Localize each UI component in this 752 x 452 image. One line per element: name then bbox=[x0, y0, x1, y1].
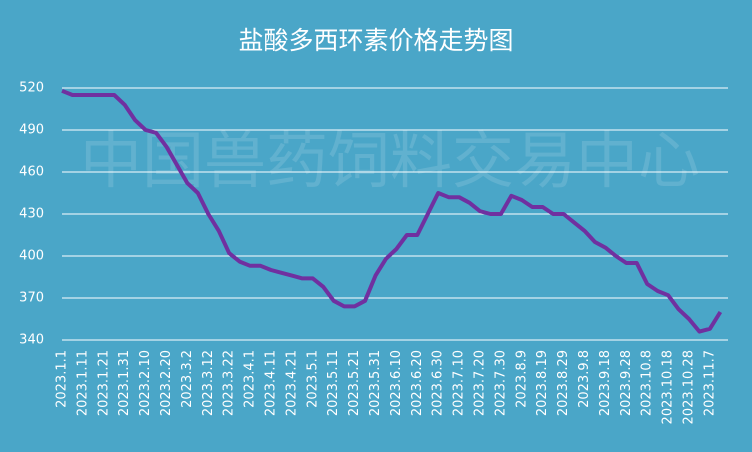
y-tick-label: 340 bbox=[19, 333, 44, 348]
x-tick-label: 2023.10.28 bbox=[682, 350, 697, 424]
y-tick-label: 460 bbox=[19, 165, 44, 180]
x-tick-label: 2023.3.12 bbox=[201, 350, 216, 416]
x-tick-label: 2023.8.9 bbox=[514, 350, 529, 408]
x-tick-label: 2023.1.11 bbox=[75, 350, 90, 416]
x-tick-label: 2023.9.8 bbox=[577, 350, 592, 408]
y-tick-label: 430 bbox=[19, 207, 44, 222]
x-tick-label: 2023.7.10 bbox=[452, 350, 467, 416]
x-tick-label: 2023.6.20 bbox=[410, 350, 425, 416]
x-tick-label: 2023.8.29 bbox=[556, 350, 571, 416]
x-tick-label: 2023.5.1 bbox=[305, 350, 320, 408]
x-tick-label: 2023.1.1 bbox=[55, 350, 70, 408]
x-tick-label: 2023.5.31 bbox=[368, 350, 383, 416]
x-tick-label: 2023.4.1 bbox=[243, 350, 258, 408]
x-tick-label: 2023.1.21 bbox=[96, 350, 111, 416]
y-tick-label: 400 bbox=[19, 249, 44, 264]
x-tick-label: 2023.5.11 bbox=[326, 350, 341, 416]
x-tick-label: 2023.7.30 bbox=[493, 350, 508, 416]
price-line bbox=[61, 88, 723, 334]
y-tick-label: 370 bbox=[19, 291, 44, 306]
x-tick-label: 2023.11.7 bbox=[702, 350, 717, 416]
x-tick-label: 2023.3.2 bbox=[180, 350, 195, 408]
x-tick-label: 2023.7.20 bbox=[473, 350, 488, 416]
x-tick-label: 2023.6.10 bbox=[389, 350, 404, 416]
x-tick-label: 2023.4.21 bbox=[284, 350, 299, 416]
x-tick-label: 2023.6.30 bbox=[431, 350, 446, 416]
x-tick-label: 2023.4.11 bbox=[264, 350, 279, 416]
y-tick-label: 520 bbox=[19, 81, 44, 96]
x-tick-label: 2023.9.28 bbox=[619, 350, 634, 416]
x-tick-label: 2023.10.8 bbox=[640, 350, 655, 416]
y-tick-label: 490 bbox=[19, 123, 44, 138]
x-tick-label: 2023.8.19 bbox=[535, 350, 550, 416]
x-tick-label: 2023.10.18 bbox=[661, 350, 676, 424]
chart-title: 盐酸多西环素价格走势图 bbox=[238, 26, 513, 55]
watermark: 中国兽药饲料交易中心 bbox=[80, 124, 700, 197]
x-tick-label: 2023.9.18 bbox=[598, 350, 613, 416]
x-tick-label: 2023.2.10 bbox=[138, 350, 153, 416]
x-tick-label: 2023.5.21 bbox=[347, 350, 362, 416]
x-tick-label: 2023.3.22 bbox=[222, 350, 237, 416]
x-tick-label: 2023.2.20 bbox=[159, 350, 174, 416]
x-tick-label: 2023.1.31 bbox=[117, 350, 132, 416]
